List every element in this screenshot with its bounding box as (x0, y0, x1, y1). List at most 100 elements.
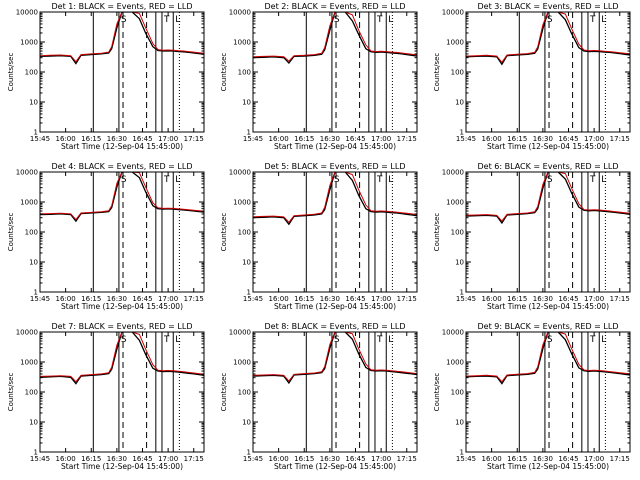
x-tick-label: 16:00 (482, 135, 502, 143)
x-tick-label: 16:15 (294, 295, 314, 303)
marker-label-l: L (601, 15, 606, 25)
x-tick-label: 16:30 (107, 295, 127, 303)
marker-label-l: L (175, 335, 180, 345)
y-axis-label: Counts/sec (433, 213, 441, 252)
series-group (253, 12, 417, 64)
series-events (40, 172, 204, 223)
y-axis-label: Counts/sec (220, 213, 228, 252)
marker-label-l: L (388, 335, 393, 345)
x-tick-label: 16:45 (558, 295, 578, 303)
marker-label-t: T (163, 335, 170, 345)
x-tick-label: 15:45 (30, 135, 50, 143)
marker-label-t: T (376, 15, 383, 25)
series-events (253, 332, 417, 385)
y-tick-label: 100 (238, 229, 251, 237)
y-tick-label: 10000 (442, 9, 464, 17)
panel-title: Det 4: BLACK = Events, RED = LLD (52, 162, 193, 171)
x-tick-label: 15:45 (456, 135, 476, 143)
y-tick-label: 10000 (442, 169, 464, 177)
marker-label-t: T (376, 335, 383, 345)
series-group (466, 12, 630, 66)
x-tick-label: 16:45 (345, 295, 365, 303)
panel-det-2: Det 2: BLACK = Events, RED = LLD S T L 15:45… (220, 2, 418, 151)
y-axis-label: Counts/sec (433, 53, 441, 92)
y-tick-label: 1 (34, 449, 38, 457)
x-tick-label: 16:45 (558, 455, 578, 463)
y-tick-label: 100 (25, 389, 38, 397)
marker-label-s: S (547, 175, 553, 185)
x-tick-label: 17:00 (371, 455, 391, 463)
x-tick-label: 15:45 (456, 455, 476, 463)
series-lld (466, 172, 630, 222)
x-tick-label: 17:00 (584, 295, 604, 303)
y-tick-label: 1000 (233, 359, 251, 367)
y-tick-label: 100 (451, 69, 464, 77)
marker-label-t: T (589, 15, 596, 25)
y-axis-label: Counts/sec (220, 53, 228, 92)
y-tick-label: 1000 (233, 199, 251, 207)
x-tick-label: 17:15 (397, 135, 417, 143)
panel-title: Det 3: BLACK = Events, RED = LLD (478, 2, 619, 11)
x-axis-label: Start Time (12-Sep-04 15:45:00) (274, 302, 396, 311)
y-tick-label: 10 (29, 259, 38, 267)
x-tick-label: 16:45 (132, 455, 152, 463)
y-tick-label: 1000 (446, 39, 464, 47)
x-tick-label: 17:15 (397, 455, 417, 463)
x-tick-label: 17:00 (371, 295, 391, 303)
x-axis-label: Start Time (12-Sep-04 15:45:00) (487, 302, 609, 311)
x-tick-label: 16:00 (269, 135, 289, 143)
panel-title: Det 5: BLACK = Events, RED = LLD (265, 162, 406, 171)
panel-det-1: Det 1: BLACK = Events, RED = LLD S T L 15:45… (7, 2, 205, 151)
x-axis-label: Start Time (12-Sep-04 15:45:00) (487, 462, 609, 471)
y-tick-label: 10 (242, 99, 251, 107)
y-tick-label: 10 (29, 419, 38, 427)
x-tick-label: 16:30 (320, 135, 340, 143)
series-group (40, 12, 204, 65)
x-tick-label: 16:15 (294, 135, 314, 143)
panel-title: Det 7: BLACK = Events, RED = LLD (52, 322, 193, 331)
x-tick-label: 17:15 (184, 135, 204, 143)
x-tick-label: 16:15 (81, 135, 101, 143)
x-tick-label: 16:15 (507, 135, 527, 143)
x-tick-label: 17:15 (397, 295, 417, 303)
x-tick-label: 16:30 (107, 455, 127, 463)
y-tick-label: 1 (247, 449, 251, 457)
x-tick-label: 17:00 (158, 455, 178, 463)
series-lld (40, 332, 204, 383)
marker-label-t: T (589, 335, 596, 345)
marker-label-s: S (334, 15, 340, 25)
panel-title: Det 1: BLACK = Events, RED = LLD (52, 2, 193, 11)
panel-det-4: Det 4: BLACK = Events, RED = LLD S T L 15:45… (7, 162, 205, 311)
series-group (40, 172, 204, 223)
x-tick-label: 16:00 (56, 455, 76, 463)
y-axis-label: Counts/sec (7, 213, 15, 252)
x-tick-label: 16:30 (533, 135, 553, 143)
series-lld (466, 332, 630, 383)
marker-label-t: T (589, 175, 596, 185)
y-tick-label: 100 (25, 69, 38, 77)
x-tick-label: 16:45 (345, 135, 365, 143)
x-tick-label: 15:45 (30, 455, 50, 463)
y-tick-label: 10 (455, 99, 464, 107)
marker-label-l: L (175, 15, 180, 25)
x-tick-label: 17:00 (158, 295, 178, 303)
series-events (40, 12, 204, 65)
x-tick-label: 17:00 (371, 135, 391, 143)
marker-label-t: T (376, 175, 383, 185)
y-tick-label: 1 (34, 129, 38, 137)
x-tick-label: 16:30 (320, 455, 340, 463)
panel-title: Det 2: BLACK = Events, RED = LLD (265, 2, 406, 11)
y-tick-label: 100 (451, 229, 464, 237)
marker-label-s: S (334, 335, 340, 345)
series-events (466, 172, 630, 225)
x-tick-label: 17:15 (610, 295, 630, 303)
x-axis-label: Start Time (12-Sep-04 15:45:00) (274, 142, 396, 151)
x-tick-label: 15:45 (30, 295, 50, 303)
panel-det-6: Det 6: BLACK = Events, RED = LLD S T L 15:45… (433, 162, 631, 311)
x-tick-label: 16:45 (345, 455, 365, 463)
x-axis-label: Start Time (12-Sep-04 15:45:00) (487, 142, 609, 151)
y-axis-label: Counts/sec (7, 373, 15, 412)
y-tick-label: 1 (34, 289, 38, 297)
y-tick-label: 1000 (20, 39, 38, 47)
